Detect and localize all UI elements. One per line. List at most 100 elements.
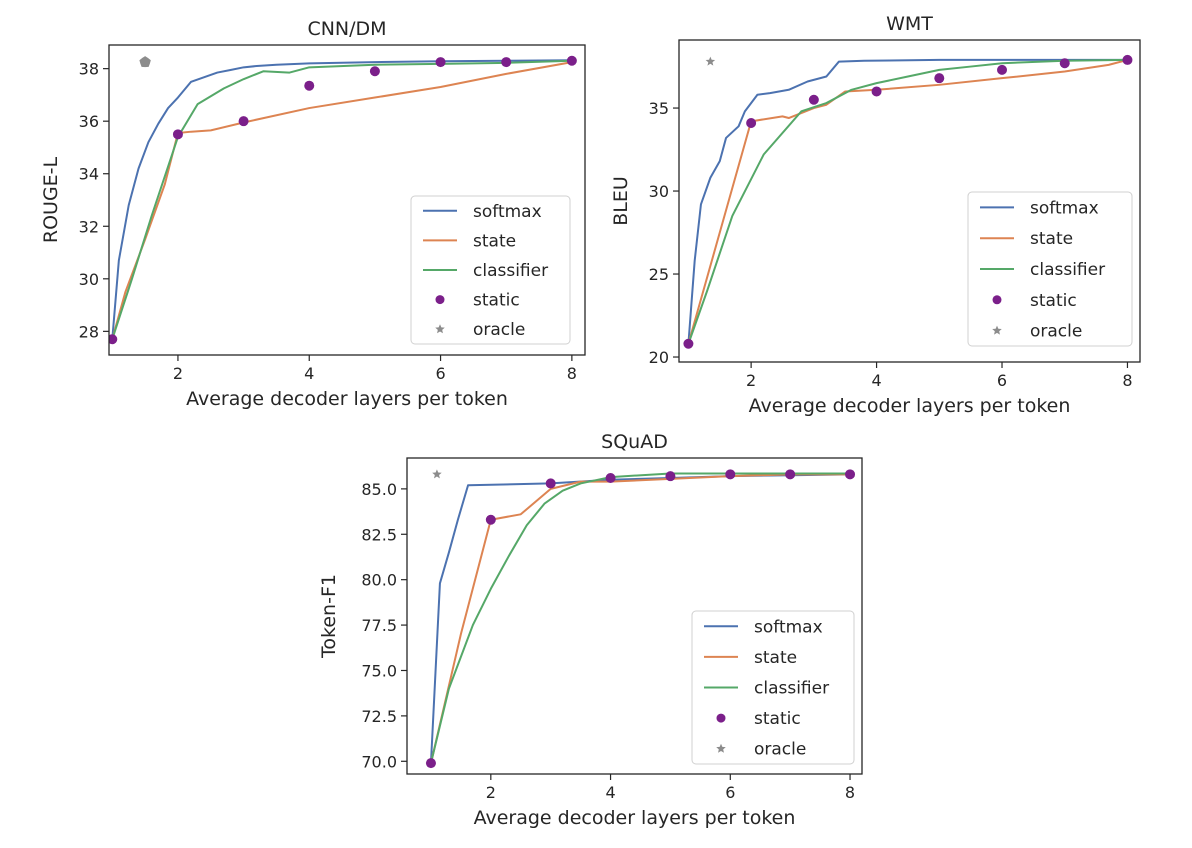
x-tick-label: 6 bbox=[435, 364, 445, 383]
y-tick-label: 25 bbox=[649, 265, 669, 284]
legend-label-static: static bbox=[1030, 291, 1077, 311]
static-point bbox=[485, 514, 496, 525]
x-tick-label: 2 bbox=[486, 783, 496, 802]
legend-marker-static bbox=[435, 295, 445, 305]
series-line-state bbox=[429, 473, 851, 764]
legend-label-static: static bbox=[754, 709, 801, 729]
static-point bbox=[435, 57, 446, 68]
legend: softmax state classifier static oracle bbox=[967, 191, 1133, 347]
chart-title: SQuAD bbox=[601, 431, 668, 453]
legend: softmax state classifier static oracle bbox=[691, 610, 855, 765]
x-axis-label: Average decoder layers per token bbox=[474, 807, 796, 829]
axes-frame bbox=[108, 44, 586, 356]
static-point bbox=[545, 478, 556, 489]
legend-label-classifier: classifier bbox=[754, 679, 829, 699]
y-tick-label: 30 bbox=[649, 182, 669, 201]
static-point bbox=[605, 472, 616, 483]
y-tick-label: 36 bbox=[79, 112, 99, 131]
static-point bbox=[845, 469, 856, 480]
static-point bbox=[683, 338, 694, 349]
x-tick-label: 2 bbox=[746, 371, 756, 390]
static-point bbox=[871, 86, 882, 97]
legend-marker-oracle bbox=[716, 743, 726, 753]
y-axis-label: ROUGE-L bbox=[40, 156, 62, 243]
x-axis-label: Average decoder layers per token bbox=[749, 395, 1071, 417]
series-line-softmax bbox=[111, 59, 572, 340]
x-tick-label: 6 bbox=[997, 371, 1007, 390]
x-tick-label: 4 bbox=[304, 364, 314, 383]
static-point bbox=[369, 66, 380, 77]
y-axis-label: BLEU bbox=[610, 176, 632, 226]
x-axis-label: Average decoder layers per token bbox=[186, 388, 508, 410]
plot-area bbox=[683, 54, 1133, 349]
legend-box bbox=[967, 191, 1133, 347]
legend-label-state: state bbox=[754, 648, 797, 668]
legend-label-oracle: oracle bbox=[1030, 322, 1082, 342]
y-tick-label: 30 bbox=[79, 270, 99, 289]
oracle-point bbox=[432, 469, 442, 479]
legend-label-classifier: classifier bbox=[473, 261, 548, 281]
x-tick-label: 4 bbox=[605, 783, 615, 802]
static-point bbox=[1059, 58, 1070, 69]
axes-frame bbox=[678, 39, 1141, 363]
x-tick-label: 6 bbox=[725, 783, 735, 802]
x-tick-label: 4 bbox=[871, 371, 881, 390]
legend-label-oracle: oracle bbox=[754, 740, 806, 760]
legend-marker-static bbox=[992, 295, 1002, 305]
y-tick-label: 32 bbox=[79, 217, 99, 236]
y-tick-label: 35 bbox=[649, 99, 669, 118]
static-point bbox=[238, 116, 249, 127]
y-axis-label: Token-F1 bbox=[318, 574, 340, 659]
legend-label-softmax: softmax bbox=[473, 202, 542, 222]
static-point bbox=[566, 55, 577, 66]
chart-title: CNN/DM bbox=[307, 18, 386, 40]
static-point bbox=[785, 469, 796, 480]
x-tick-label: 8 bbox=[1122, 371, 1132, 390]
legend-box bbox=[691, 610, 855, 765]
y-tick-label: 80.0 bbox=[361, 571, 397, 590]
static-point bbox=[665, 471, 676, 482]
y-tick-label: 70.0 bbox=[361, 752, 397, 771]
legend-label-oracle: oracle bbox=[473, 320, 525, 340]
series-line-classifier bbox=[687, 58, 1128, 345]
static-point bbox=[172, 129, 183, 140]
legend-label-state: state bbox=[1030, 229, 1073, 249]
legend-label-softmax: softmax bbox=[754, 617, 823, 637]
oracle-point bbox=[705, 56, 716, 66]
x-tick-label: 8 bbox=[845, 783, 855, 802]
plot-area bbox=[425, 469, 856, 769]
oracle-point bbox=[139, 56, 151, 68]
axes-frame bbox=[406, 457, 863, 775]
y-tick-label: 77.5 bbox=[361, 616, 397, 635]
static-point bbox=[501, 57, 512, 68]
x-tick-label: 2 bbox=[173, 364, 183, 383]
static-point bbox=[746, 117, 757, 128]
x-tick-label: 8 bbox=[567, 364, 577, 383]
y-tick-label: 38 bbox=[79, 60, 99, 79]
static-point bbox=[997, 64, 1008, 75]
y-tick-label: 34 bbox=[79, 165, 99, 184]
static-point bbox=[109, 334, 118, 345]
legend-label-softmax: softmax bbox=[1030, 198, 1099, 218]
plot-area bbox=[109, 55, 577, 345]
series-line-classifier bbox=[111, 59, 572, 340]
static-point bbox=[425, 758, 436, 769]
chart-wmt: WMT 2 4 6 8 20 25 30 35 Average decoder layers pe… bbox=[610, 13, 1141, 417]
static-point bbox=[1122, 54, 1133, 65]
static-point bbox=[934, 73, 945, 84]
y-tick-label: 85.0 bbox=[361, 480, 397, 499]
chart-title: WMT bbox=[886, 13, 933, 35]
chart-cnndm: CNN/DM 2 4 6 8 28 30 32 34 36 38 Average decoder la… bbox=[40, 18, 586, 410]
legend-box bbox=[410, 195, 571, 345]
y-tick-label: 28 bbox=[79, 322, 99, 341]
legend-marker-oracle bbox=[435, 324, 445, 334]
static-point bbox=[808, 94, 819, 105]
y-tick-label: 75.0 bbox=[361, 661, 397, 680]
legend: softmax state classifier static oracle bbox=[410, 195, 571, 345]
y-tick-label: 20 bbox=[649, 348, 669, 367]
legend-label-classifier: classifier bbox=[1030, 260, 1105, 280]
legend-marker-oracle bbox=[992, 325, 1002, 335]
static-point bbox=[725, 469, 736, 480]
y-tick-label: 72.5 bbox=[361, 707, 397, 726]
